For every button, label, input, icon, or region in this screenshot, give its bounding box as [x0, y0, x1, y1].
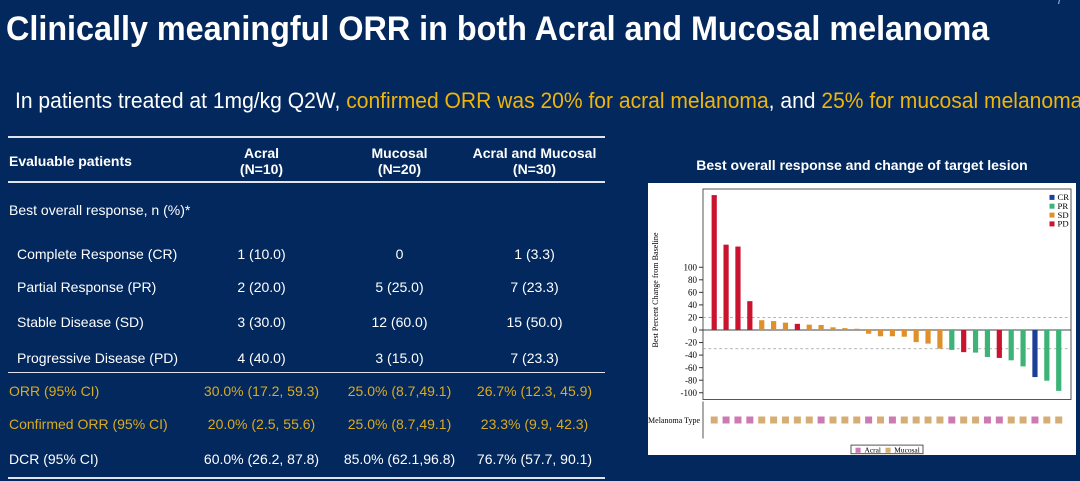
svg-text:Acral: Acral	[865, 446, 881, 455]
svg-text:-40: -40	[685, 350, 697, 360]
svg-text:40: 40	[688, 300, 698, 310]
svg-text:PR: PR	[1058, 201, 1069, 211]
svg-text:80: 80	[688, 275, 698, 285]
svg-text:-80: -80	[685, 375, 697, 385]
svg-text:0: 0	[693, 325, 698, 335]
svg-text:PD: PD	[1058, 219, 1069, 229]
svg-text:Melanoma Type: Melanoma Type	[648, 416, 700, 425]
svg-text:-60: -60	[685, 363, 697, 373]
svg-text:Best Percent Change from Basel: Best Percent Change from Baseline	[651, 232, 660, 347]
svg-text:CR: CR	[1058, 192, 1070, 202]
svg-text:20: 20	[688, 313, 698, 323]
svg-text:100: 100	[684, 262, 698, 272]
svg-text:60: 60	[688, 287, 698, 297]
svg-text:-20: -20	[685, 338, 697, 348]
svg-text:SD: SD	[1058, 210, 1069, 220]
svg-text:Mucosal: Mucosal	[894, 446, 919, 455]
svg-text:-100: -100	[681, 388, 698, 398]
